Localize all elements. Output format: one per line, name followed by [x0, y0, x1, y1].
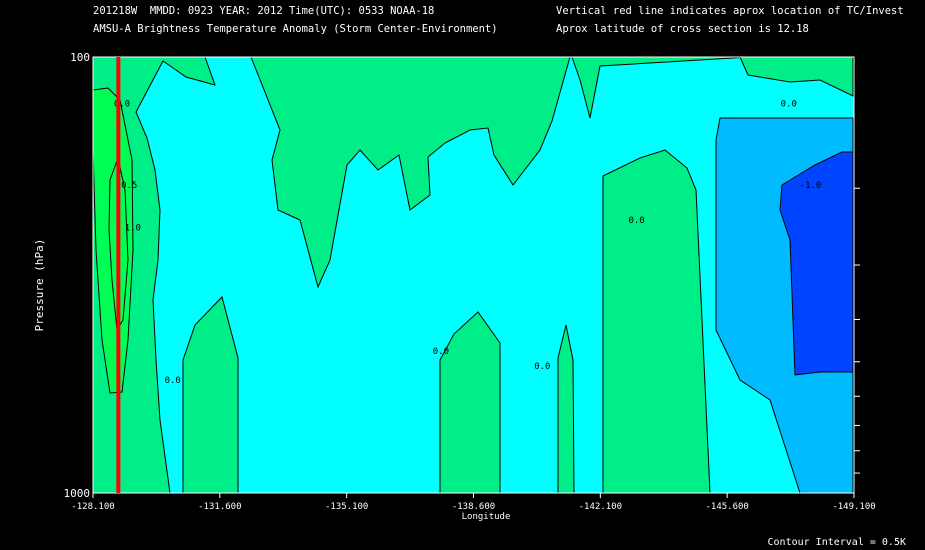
y-axis-label: Pressure (hPa) — [33, 239, 46, 332]
contour-label: 0.0 — [534, 362, 550, 372]
x-tick-label: -135.100 — [325, 502, 368, 512]
header-note-2: Aprox latitude of cross section is 12.18 — [556, 23, 809, 35]
contour-labels: 0.0 0.5 1.0 0.0 0.0 0.0 0.0 0.0 -1.0 — [114, 100, 822, 387]
header-note-1: Vertical red line indicates aprox locati… — [556, 5, 904, 17]
contour-label: 0.5 — [121, 181, 137, 191]
contour-label: 0.0 — [165, 376, 181, 386]
contour-interval: Contour Interval = 0.5K — [768, 537, 906, 548]
x-tick-label: -138.600 — [452, 502, 495, 512]
contour-label: 0.0 — [628, 216, 644, 226]
region-green-right-column — [602, 149, 711, 494]
x-axis: -128.100 -131.600 -135.100 -138.600 -142.100… — [71, 493, 876, 512]
x-tick-label: -142.100 — [579, 502, 622, 512]
x-axis-label: Longitude — [462, 512, 511, 522]
y-tick-label: 100 — [70, 51, 90, 64]
header-line-1: 201218W MMDD: 0923 YEAR: 2012 Time(UTC):… — [93, 5, 435, 17]
y-tick-label: 1000 — [64, 487, 91, 500]
contour-label: 0.0 — [433, 347, 449, 357]
x-tick-label: -131.600 — [198, 502, 241, 512]
x-tick-label: -128.100 — [71, 502, 114, 512]
region-cold-core — [779, 151, 854, 376]
region-green-topmid — [197, 56, 571, 289]
y-axis: 100 1000 — [64, 51, 860, 500]
contour-label: 0.0 — [781, 100, 797, 110]
x-tick-label: -149.100 — [832, 502, 875, 512]
contour-label: 1.0 — [125, 224, 141, 234]
header-line-2: AMSU-A Brightness Temperature Anomaly (S… — [93, 23, 498, 35]
contour-label: -1.0 — [800, 181, 822, 191]
contour-label: 0.0 — [114, 100, 130, 110]
x-tick-label: -145.600 — [705, 502, 748, 512]
region-green-low-3 — [557, 324, 575, 494]
